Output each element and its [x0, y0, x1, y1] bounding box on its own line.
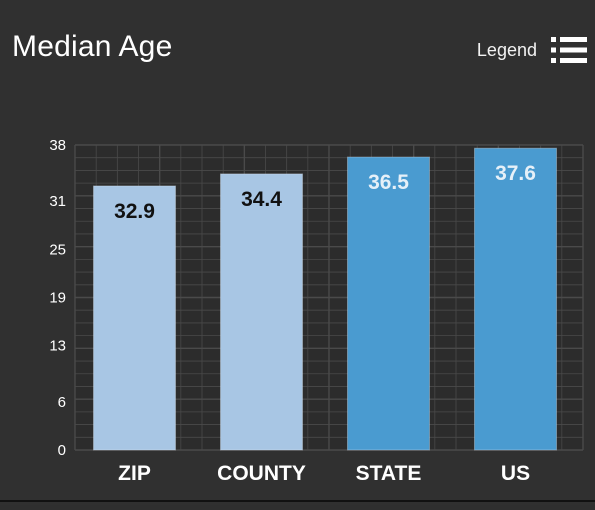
bar-us	[474, 147, 557, 451]
x-category-label: US	[501, 462, 530, 485]
y-tick-label: 31	[49, 193, 66, 210]
bar-state	[347, 156, 430, 451]
legend-button[interactable]: Legend	[477, 36, 587, 64]
y-tick-label: 13	[49, 338, 66, 355]
bar-chart: 0 6 13 19 25 31 38 32.9 ZIP 34.4 COUNTY 36.5 STATE 37…	[49, 137, 584, 485]
bar-value-label: 34.4	[241, 188, 282, 211]
bottom-divider	[0, 500, 595, 502]
y-tick-label: 19	[49, 290, 66, 307]
list-icon	[551, 36, 587, 64]
legend-label: Legend	[476, 39, 537, 60]
bar-county	[220, 173, 303, 451]
bar-zip	[93, 185, 176, 451]
y-tick-label: 25	[49, 241, 66, 258]
chart-title: Median Age	[12, 30, 173, 63]
y-tick-label: 6	[58, 394, 66, 411]
bar-value-label: 32.9	[114, 200, 155, 223]
chart-area: 0 6 13 19 25 31 38 32.9 ZIP 34.4 COUNTY 36.5 STATE 37…	[0, 130, 595, 505]
bar-value-label: 36.5	[368, 171, 409, 194]
y-tick-label: 0	[58, 442, 66, 459]
y-tick-label: 38	[49, 137, 66, 154]
x-category-label: ZIP	[118, 462, 151, 485]
bar-value-label: 37.6	[495, 162, 536, 185]
x-category-label: COUNTY	[217, 462, 306, 485]
x-category-label: STATE	[356, 462, 422, 485]
